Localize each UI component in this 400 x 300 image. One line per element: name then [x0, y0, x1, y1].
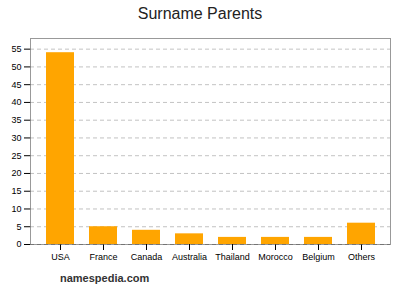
svg-text:0: 0 — [16, 239, 21, 249]
svg-text:15: 15 — [11, 186, 21, 196]
svg-text:20: 20 — [11, 168, 21, 178]
svg-text:55: 55 — [11, 44, 21, 54]
html-text:namespedia.com: namespedia.com — [60, 272, 150, 284]
svg-text:Canada: Canada — [131, 252, 163, 262]
svg-text:40: 40 — [11, 97, 21, 107]
svg-text:25: 25 — [11, 151, 21, 161]
html-text:Surname Parents: Surname Parents — [137, 5, 263, 22]
svg-text:Belgium: Belgium — [302, 252, 335, 262]
svg-text:France: France — [89, 252, 117, 262]
svg-text:5: 5 — [16, 222, 21, 232]
svg-text:10: 10 — [11, 204, 21, 214]
svg-text:50: 50 — [11, 62, 21, 72]
svg-text:Others: Others — [348, 252, 376, 262]
svg-text:35: 35 — [11, 115, 21, 125]
svg-text:45: 45 — [11, 80, 21, 90]
svg-text:Australia: Australia — [172, 252, 207, 262]
svg-text:Thailand: Thailand — [215, 252, 250, 262]
svg-text:USA: USA — [51, 252, 70, 262]
svg-text:Morocco: Morocco — [258, 252, 293, 262]
svg-text:30: 30 — [11, 133, 21, 143]
